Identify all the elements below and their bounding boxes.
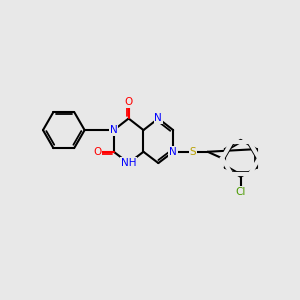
- Text: O: O: [93, 147, 101, 157]
- Text: N: N: [154, 113, 162, 124]
- Text: N: N: [110, 125, 118, 135]
- Text: Cl: Cl: [236, 187, 246, 197]
- Text: NH: NH: [121, 158, 136, 168]
- Text: N: N: [169, 147, 177, 157]
- Text: O: O: [124, 98, 133, 107]
- Text: S: S: [190, 147, 196, 157]
